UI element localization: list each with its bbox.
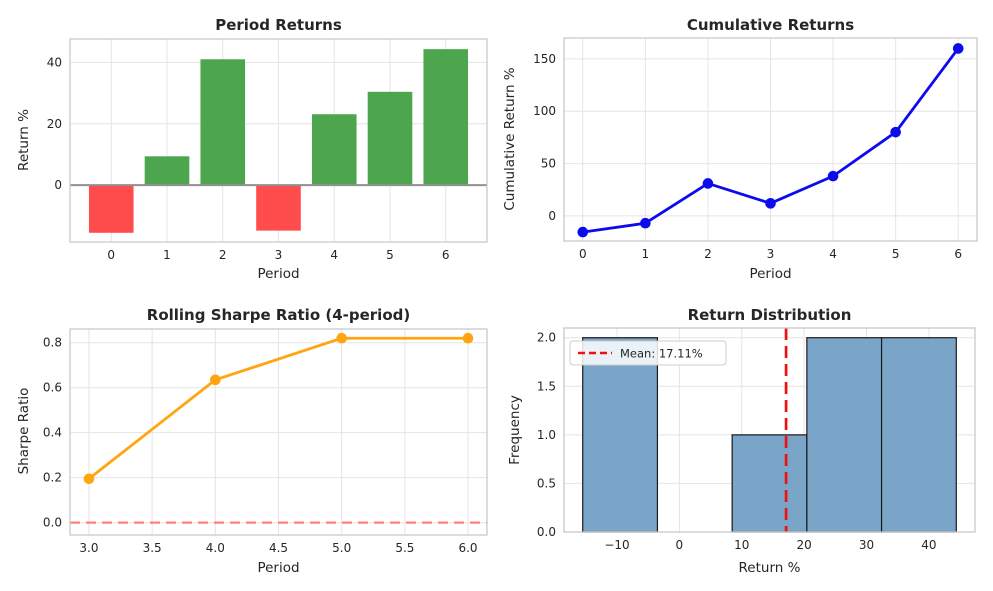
rolling-sharpe-ylabel: Sharpe Ratio <box>16 387 32 475</box>
x-tick-label: 1 <box>642 247 650 261</box>
hist-bar-0 <box>582 337 659 533</box>
data-point-3 <box>765 198 776 209</box>
x-tick-label: 3.0 <box>79 541 98 555</box>
y-tick-label: 2.0 <box>537 331 556 345</box>
x-tick-label: −10 <box>604 538 629 552</box>
data-point-3 <box>83 473 95 485</box>
subplot-period-returns: 0 1 2 3 4 5 6 0 20 40 <box>47 38 488 262</box>
legend-label: Mean: 17.11% <box>620 347 703 361</box>
axes-border <box>69 328 488 536</box>
bar-period-2 <box>200 59 246 186</box>
y-tick-label: 0.8 <box>43 336 62 350</box>
subplot-return-distribution: −10 0 10 20 30 40 0.0 0.5 1.0 1.5 2.0 Mean: 17.11% <box>537 327 976 552</box>
cumulative-returns-xlabel: Period <box>749 266 792 282</box>
x-tick-label: 10 <box>734 538 749 552</box>
bar-period-3 <box>256 185 301 231</box>
y-tick-label: 0.0 <box>537 525 556 539</box>
data-point-2 <box>702 178 714 189</box>
hist-bar-2 <box>731 434 808 533</box>
x-tick-label: 2 <box>704 247 712 261</box>
period-returns-title: Period Returns <box>215 16 342 34</box>
y-tick-label: 50 <box>541 157 556 171</box>
x-tick-label: 0 <box>107 248 115 262</box>
x-tick-label: 5 <box>386 248 394 262</box>
x-tick-label: 6 <box>442 248 450 262</box>
x-tick-label: 4.0 <box>206 541 225 555</box>
x-tick-label: 20 <box>796 538 811 552</box>
cumulative-returns-ylabel: Cumulative Return % <box>502 67 518 211</box>
subplot-rolling-sharpe: 3.0 3.5 4.0 4.5 5.0 5.5 6.0 0.0 0.2 0.4 0.6 0.8 <box>43 328 488 555</box>
y-tick-label: 0.2 <box>43 471 62 485</box>
y-tick-label: 0.0 <box>43 516 62 530</box>
data-point-6 <box>462 332 474 344</box>
data-point-6 <box>952 43 964 54</box>
x-tick-label: 3 <box>275 248 283 262</box>
data-point-5 <box>890 126 901 138</box>
x-tick-label: 6.0 <box>458 541 477 555</box>
return-distribution-xlabel: Return % <box>738 560 801 576</box>
data-point-5 <box>336 332 347 344</box>
period-returns-ylabel: Return % <box>16 109 32 171</box>
x-tick-label: 4 <box>829 247 837 261</box>
data-point-1 <box>640 217 651 229</box>
rolling-sharpe-title: Rolling Sharpe Ratio (4-period) <box>146 306 411 324</box>
cumulative-returns-title: Cumulative Returns <box>686 16 855 34</box>
x-tick-label: 2 <box>219 248 227 262</box>
bar-period-5 <box>367 91 413 186</box>
x-tick-label: 0 <box>676 538 684 552</box>
bar-period-4 <box>311 114 357 186</box>
hist-bar-4 <box>880 337 957 533</box>
x-tick-label: 6 <box>954 247 962 261</box>
bar-period-6 <box>423 49 469 186</box>
subplot-cumulative-returns: 0 1 2 3 4 5 6 0 50 100 150 <box>533 37 978 261</box>
data-point-0 <box>577 226 589 238</box>
x-tick-label: 0 <box>579 247 587 261</box>
y-tick-label: 0.5 <box>537 476 556 490</box>
x-tick-label: 5.5 <box>395 541 414 555</box>
rolling-sharpe-xlabel: Period <box>257 560 300 576</box>
y-tick-label: 0.6 <box>43 381 62 395</box>
y-tick-label: 20 <box>47 117 62 131</box>
return-distribution-ylabel: Frequency <box>507 395 523 465</box>
y-tick-label: 1.5 <box>537 379 556 393</box>
legend-box <box>569 340 727 366</box>
hist-bar-3 <box>806 337 883 533</box>
period-returns-xlabel: Period <box>257 266 300 282</box>
x-tick-label: 4 <box>330 248 338 262</box>
y-tick-label: 1.0 <box>537 428 556 442</box>
x-tick-label: 30 <box>859 538 874 552</box>
x-tick-label: 40 <box>921 538 936 552</box>
y-tick-label: 100 <box>533 104 556 118</box>
y-tick-label: 40 <box>47 55 62 69</box>
x-tick-label: 5 <box>892 247 900 261</box>
y-tick-label: 0 <box>548 209 556 223</box>
x-tick-label: 5.0 <box>332 541 351 555</box>
x-tick-label: 1 <box>163 248 171 262</box>
y-tick-label: 150 <box>533 52 556 66</box>
x-tick-label: 3.5 <box>143 541 162 555</box>
data-point-4 <box>210 374 221 386</box>
bar-period-1 <box>144 156 190 186</box>
x-tick-label: 3 <box>767 247 775 261</box>
axes-border <box>69 38 488 243</box>
data-point-4 <box>827 170 839 182</box>
axes-border <box>563 327 976 533</box>
y-tick-label: 0 <box>54 178 62 192</box>
bar-period-0 <box>88 185 134 233</box>
y-tick-label: 0.4 <box>43 426 62 440</box>
x-tick-label: 4.5 <box>269 541 288 555</box>
return-distribution-title: Return Distribution <box>687 306 852 324</box>
axes-border <box>563 37 978 242</box>
series-line <box>87 336 470 481</box>
